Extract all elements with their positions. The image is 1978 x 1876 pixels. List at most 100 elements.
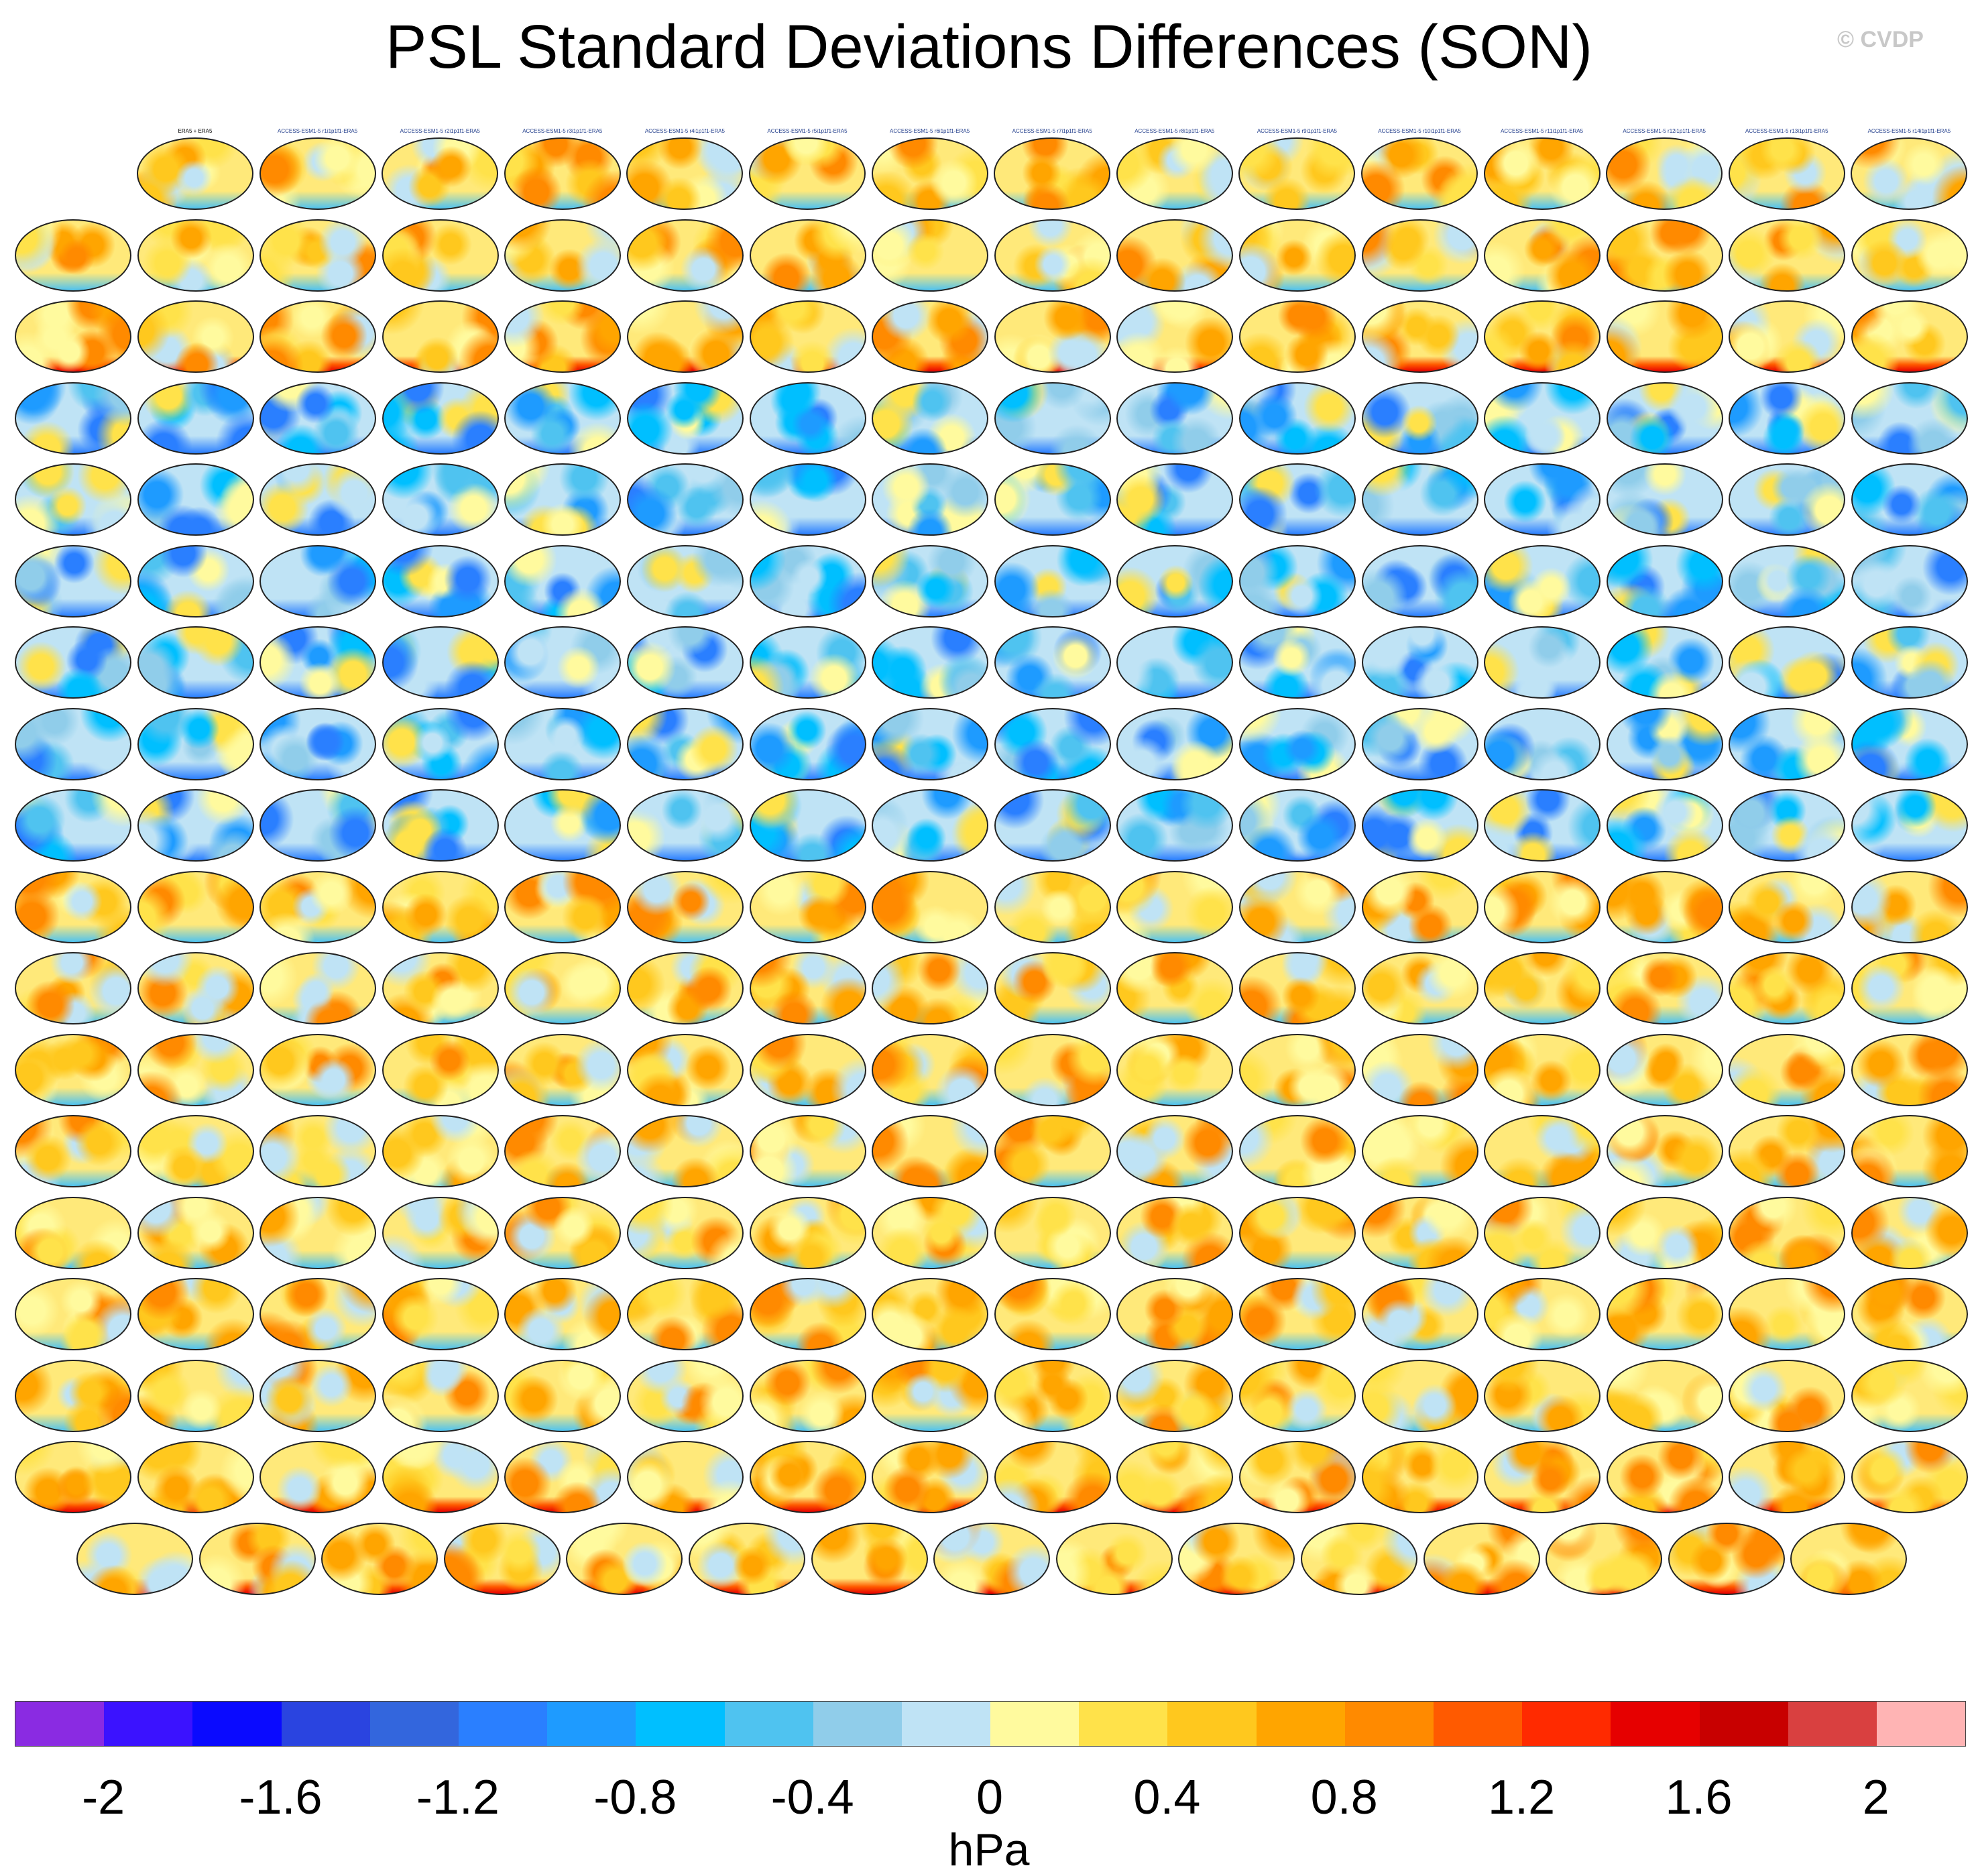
map-panel-label: ACCESS-ESM1-5 r13i1p1f1-ERA5 [1745, 128, 1828, 134]
map-field [137, 952, 254, 1024]
map-panel [869, 454, 991, 536]
map-field [872, 1441, 989, 1513]
map-field [1239, 544, 1356, 618]
map-field [1606, 1441, 1723, 1513]
map-panel [869, 1431, 991, 1513]
map-field [994, 382, 1111, 455]
map-field [749, 544, 866, 618]
map-field [1729, 1115, 1846, 1187]
map-field [1729, 544, 1846, 618]
map-field [1116, 219, 1234, 292]
colorbar-box [1434, 1702, 1523, 1746]
map-field [1239, 1196, 1356, 1269]
map-field [1729, 463, 1846, 536]
map-panel [1604, 1350, 1726, 1432]
map-field [1116, 300, 1234, 373]
map-field [1361, 137, 1478, 210]
map-panel [12, 454, 134, 536]
map-panel [747, 780, 869, 862]
map-panel: ACCESS-ESM1-5 r12i1p1f1-ERA5 [1603, 128, 1725, 210]
map-field [1116, 870, 1234, 943]
map-panel [1726, 210, 1848, 292]
map-field [1301, 1522, 1417, 1595]
map-field [1851, 382, 1968, 455]
map-panel [869, 373, 991, 455]
map-field [15, 626, 131, 699]
map-panel [12, 291, 134, 373]
map-panel [502, 1431, 624, 1513]
map-field [382, 1115, 499, 1187]
map-field [259, 952, 377, 1024]
map-panel [1604, 1269, 1726, 1350]
map-panel [1114, 1431, 1236, 1513]
map-field [15, 1278, 131, 1350]
map-panel [1114, 862, 1236, 943]
map-panel [992, 1269, 1114, 1350]
map-field [1606, 1196, 1723, 1269]
map-field [1361, 300, 1478, 373]
map-field [872, 1278, 989, 1350]
map-field [1606, 1278, 1723, 1350]
map-panel-label: ERA5 + ERA5 [178, 128, 213, 134]
map-field [994, 137, 1111, 210]
map-panel [380, 373, 502, 455]
map-field [1484, 1359, 1601, 1432]
map-field [382, 137, 499, 210]
map-field [627, 789, 744, 862]
map-panel [1481, 1269, 1603, 1350]
map-panel [502, 373, 624, 455]
map-panel [869, 699, 991, 780]
map-panel [809, 1513, 931, 1595]
map-field [504, 219, 622, 292]
map-panel [380, 1350, 502, 1432]
map-panel-label: ACCESS-ESM1-5 r1i1p1f1-ERA5 [278, 128, 358, 134]
map-panel [380, 780, 502, 862]
map-field [1361, 463, 1478, 536]
map-panel [931, 1513, 1053, 1595]
map-field [872, 544, 989, 618]
map-panel [624, 291, 746, 373]
map-panel [624, 1431, 746, 1513]
map-panel [12, 862, 134, 943]
map-panel [12, 780, 134, 862]
map-panel [1726, 536, 1848, 618]
map-panel [502, 1024, 624, 1106]
map-field [1484, 382, 1601, 455]
map-field [15, 1196, 131, 1269]
map-panel: ACCESS-ESM1-5 r8i1p1f1-ERA5 [1114, 128, 1236, 210]
map-field [504, 870, 622, 943]
map-panel [1726, 943, 1848, 1024]
map-panel [1359, 943, 1481, 1024]
map-panel [257, 699, 379, 780]
map-field [1483, 137, 1601, 210]
map-field [1239, 1033, 1356, 1106]
map-panel [1604, 1431, 1726, 1513]
map-panel [1114, 1269, 1236, 1350]
map-field [137, 1115, 254, 1187]
map-panel [1421, 1513, 1543, 1595]
map-field [259, 1278, 377, 1350]
map-field [15, 870, 131, 943]
map-panel [441, 1513, 563, 1595]
map-panel [380, 862, 502, 943]
map-field [1361, 870, 1478, 943]
colorbar-box [547, 1702, 636, 1746]
map-field [994, 789, 1111, 862]
map-panel [1726, 1187, 1848, 1269]
map-field [15, 789, 131, 862]
map-field [811, 1522, 928, 1595]
map-field [1729, 626, 1846, 699]
colorbar-box [369, 1702, 459, 1746]
map-panel [502, 862, 624, 943]
map-panel: ACCESS-ESM1-5 r10i1p1f1-ERA5 [1358, 128, 1480, 210]
map-panel [1604, 210, 1726, 292]
colorbar-box [1079, 1702, 1168, 1746]
map-field [749, 1196, 866, 1269]
map-panel [624, 454, 746, 536]
map-panel [1849, 1431, 1971, 1513]
map-panel [747, 1106, 869, 1187]
map-field [994, 1441, 1111, 1513]
map-field [1729, 219, 1846, 292]
map-panel [1726, 862, 1848, 943]
map-panel [1543, 1513, 1665, 1595]
